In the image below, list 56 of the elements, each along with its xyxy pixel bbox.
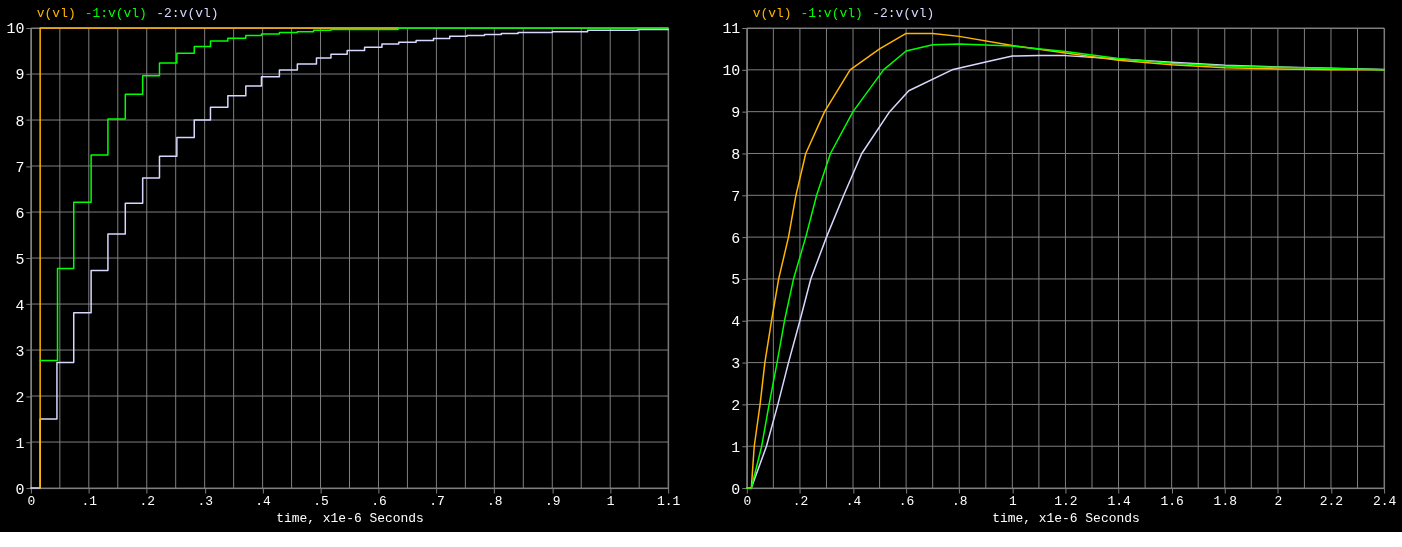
x-tick-label: 2.2 bbox=[1319, 494, 1344, 510]
x-tick-label: 0 bbox=[743, 494, 752, 510]
y-tick-label: 10 bbox=[722, 63, 741, 80]
text: v(vl) bbox=[752, 6, 792, 22]
text: -2:v(vl) bbox=[156, 6, 219, 22]
y-tick-label: 5 bbox=[15, 251, 25, 268]
y-tick-label: 9 bbox=[15, 67, 25, 84]
y-tick-label: 8 bbox=[15, 113, 25, 130]
text: -2:v(vl) bbox=[872, 6, 935, 22]
x-tick-label: .8 bbox=[951, 494, 968, 510]
x-tick-label: 2 bbox=[1274, 494, 1283, 510]
y-tick-label: 6 bbox=[731, 230, 741, 247]
x-tick-label: .4 bbox=[845, 494, 862, 510]
x-tick-label: 1.6 bbox=[1160, 494, 1184, 510]
y-tick-label: 0 bbox=[15, 481, 25, 498]
x-tick-label: .5 bbox=[313, 494, 329, 510]
x-axis-title: time, x1e-6 Seconds bbox=[276, 511, 424, 527]
y-tick-label: 4 bbox=[731, 314, 741, 331]
y-tick-label: 7 bbox=[731, 188, 741, 205]
x-tick-label: .8 bbox=[487, 494, 503, 510]
y-tick-label: 0 bbox=[731, 481, 741, 498]
x-tick-label: 1 bbox=[606, 494, 615, 510]
y-tick-label: 5 bbox=[731, 272, 741, 289]
y-tick-label: 8 bbox=[731, 146, 741, 163]
series-label: v(vl) bbox=[36, 6, 76, 22]
x-tick-label: .4 bbox=[255, 494, 272, 510]
x-tick-label: 1.4 bbox=[1107, 494, 1131, 510]
x-tick-label: .1 bbox=[81, 494, 98, 510]
x-tick-label: .3 bbox=[197, 494, 213, 510]
text: -1:v(vl) bbox=[800, 6, 863, 22]
y-tick-label: 1 bbox=[15, 435, 25, 452]
x-tick-label: 1 bbox=[1008, 494, 1017, 510]
y-tick-label: 10 bbox=[6, 21, 25, 38]
y-tick-label: 3 bbox=[731, 356, 741, 373]
y-tick-label: 7 bbox=[15, 159, 25, 176]
x-tick-label: 1.1 bbox=[656, 494, 681, 510]
x-tick-label: 2.4 bbox=[1372, 494, 1397, 510]
y-tick-label: 1 bbox=[731, 439, 741, 456]
x-tick-label: .6 bbox=[898, 494, 915, 510]
y-tick-label: 2 bbox=[731, 397, 741, 414]
x-tick-label: .2 bbox=[792, 494, 809, 510]
y-tick-label: 4 bbox=[15, 297, 25, 314]
y-tick-label: 2 bbox=[15, 389, 25, 406]
y-tick-label: 3 bbox=[15, 343, 25, 360]
x-axis-title: time, x1e-6 Seconds bbox=[992, 511, 1140, 527]
y-tick-label: 11 bbox=[722, 21, 741, 38]
x-tick-label: 1.2 bbox=[1054, 494, 1078, 510]
x-tick-label: 1.8 bbox=[1213, 494, 1237, 510]
text: -1:v(vl) bbox=[84, 6, 147, 22]
x-tick-label: .2 bbox=[139, 494, 155, 510]
x-tick-label: .6 bbox=[371, 494, 387, 510]
x-tick-label: .9 bbox=[545, 494, 561, 510]
y-tick-label: 9 bbox=[731, 105, 741, 122]
x-tick-label: 0 bbox=[27, 494, 36, 510]
x-tick-label: .7 bbox=[429, 494, 445, 510]
y-tick-label: 6 bbox=[15, 205, 25, 222]
